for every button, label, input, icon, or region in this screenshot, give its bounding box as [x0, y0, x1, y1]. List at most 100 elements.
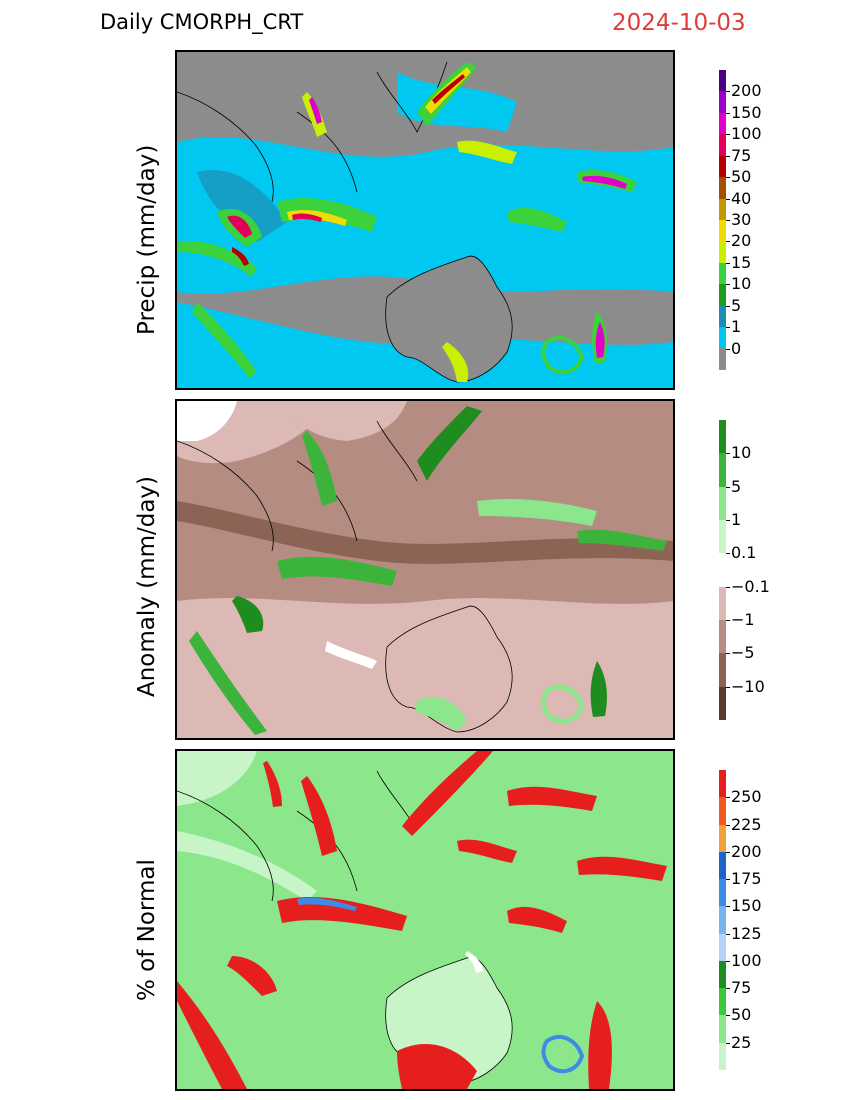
- anomaly-map-canvas: [177, 401, 673, 738]
- colorbar-tick: [726, 91, 730, 93]
- colorbar-tick: [726, 112, 730, 114]
- pct-map-canvas: [177, 751, 673, 1089]
- colorbar-segment: [719, 906, 726, 934]
- colorbar-label: −5: [731, 643, 755, 663]
- colorbar-label: 20: [731, 231, 752, 251]
- colorbar-tick: [726, 241, 730, 243]
- colorbar-tick: [726, 284, 730, 286]
- colorbar-segment: [719, 134, 726, 156]
- colorbar-label: 10: [731, 274, 752, 294]
- colorbar-tick: [726, 348, 730, 350]
- colorbar-label: −0.1: [731, 576, 770, 596]
- colorbar-segment: [719, 453, 726, 487]
- colorbar-tick: [726, 198, 730, 200]
- colorbar-tick: [726, 824, 730, 826]
- colorbar-tick: [726, 933, 730, 935]
- colorbar-tick: [726, 134, 730, 136]
- panel-anomaly-ylabel: Anomaly (mm/day): [134, 475, 160, 697]
- colorbar-segment: [719, 348, 726, 370]
- colorbar-segment: [719, 198, 726, 220]
- colorbar-label: 1: [731, 317, 742, 337]
- colorbar-tick: [726, 879, 730, 881]
- colorbar-tick: [726, 553, 730, 555]
- colorbar-segment: [719, 653, 726, 687]
- colorbar-label: 150: [731, 102, 762, 122]
- colorbar-label: 0.1: [731, 543, 757, 563]
- colorbar-segment: [719, 486, 726, 520]
- colorbar-label: 5: [731, 476, 742, 496]
- colorbar-label: 75: [731, 145, 752, 165]
- colorbar-label: 1: [731, 510, 742, 529]
- colorbar-tick: [726, 327, 730, 329]
- colorbar-tick: [726, 797, 730, 799]
- colorbar-segment: [719, 824, 726, 852]
- colorbar-tick: [726, 486, 730, 488]
- colorbar-segment: [719, 586, 726, 620]
- colorbar-segment: [719, 219, 726, 242]
- colorbar-tick: [726, 155, 730, 157]
- panel-pct-map: [175, 749, 675, 1091]
- colorbar-segment: [719, 619, 726, 654]
- colorbar-label: −1: [731, 610, 755, 629]
- figure-title: Daily CMORPH_CRT: [100, 10, 304, 34]
- colorbar-tick: [726, 653, 730, 655]
- colorbar-segment: [719, 112, 726, 135]
- colorbar-segment: [719, 851, 726, 880]
- colorbar-tick: [726, 262, 730, 264]
- colorbar-segment: [719, 241, 726, 263]
- colorbar-tick: [726, 960, 730, 962]
- colorbar-segment: [719, 305, 726, 328]
- colorbar-label: 175: [731, 869, 762, 889]
- colorbar-label: 10: [731, 443, 752, 463]
- colorbar-label: 30: [731, 210, 752, 229]
- colorbar-label: 40: [731, 188, 752, 208]
- colorbar-segment: [719, 797, 726, 825]
- colorbar-segment: [719, 177, 726, 199]
- colorbar-label: 200: [731, 841, 762, 861]
- colorbar-tick: [726, 586, 730, 588]
- panel-pct-ylabel: % of Normal: [134, 859, 160, 1001]
- colorbar-segment: [719, 553, 726, 587]
- colorbar-segment: [719, 1015, 726, 1043]
- colorbar-segment: [719, 686, 726, 720]
- panel-precip-ylabel: Precip (mm/day): [134, 144, 160, 335]
- colorbar-tick: [726, 305, 730, 307]
- panel-precip-map: [175, 50, 675, 390]
- colorbar-segment: [719, 155, 726, 178]
- colorbar-segment: [719, 420, 726, 454]
- colorbar-segment: [719, 327, 726, 349]
- colorbar-tick: [726, 686, 730, 688]
- pct-colorbar: [719, 770, 726, 1070]
- colorbar-tick: [726, 851, 730, 853]
- colorbar-segment: [719, 770, 726, 798]
- colorbar-segment: [719, 262, 726, 285]
- colorbar-segment: [719, 519, 726, 554]
- colorbar-label: 75: [731, 978, 752, 998]
- figure-date: 2024-10-03: [612, 10, 746, 36]
- colorbar-label: 225: [731, 814, 762, 834]
- colorbar-segment: [719, 960, 726, 989]
- colorbar-tick: [726, 906, 730, 908]
- colorbar-label: 100: [731, 950, 762, 970]
- colorbar-segment: [719, 91, 726, 113]
- colorbar-tick: [726, 177, 730, 179]
- colorbar-segment: [719, 933, 726, 961]
- colorbar-tick: [726, 453, 730, 455]
- colorbar-label: 15: [731, 252, 752, 272]
- colorbar-label: 125: [731, 923, 762, 943]
- colorbar-label: 100: [731, 124, 762, 144]
- colorbar-label: 250: [731, 787, 762, 807]
- colorbar-segment: [719, 70, 726, 92]
- colorbar-label: 5: [731, 295, 742, 315]
- colorbar-tick: [726, 620, 730, 621]
- colorbar-segment: [719, 879, 726, 907]
- colorbar-segment: [719, 988, 726, 1016]
- colorbar-tick: [726, 1042, 730, 1044]
- panel-anomaly-map: [175, 399, 675, 740]
- colorbar-segment: [719, 1042, 726, 1070]
- colorbar-tick: [726, 1015, 730, 1017]
- colorbar-tick: [726, 520, 730, 521]
- colorbar-label: 50: [731, 1005, 752, 1025]
- colorbar-label: 25: [731, 1032, 752, 1052]
- colorbar-segment: [719, 284, 726, 306]
